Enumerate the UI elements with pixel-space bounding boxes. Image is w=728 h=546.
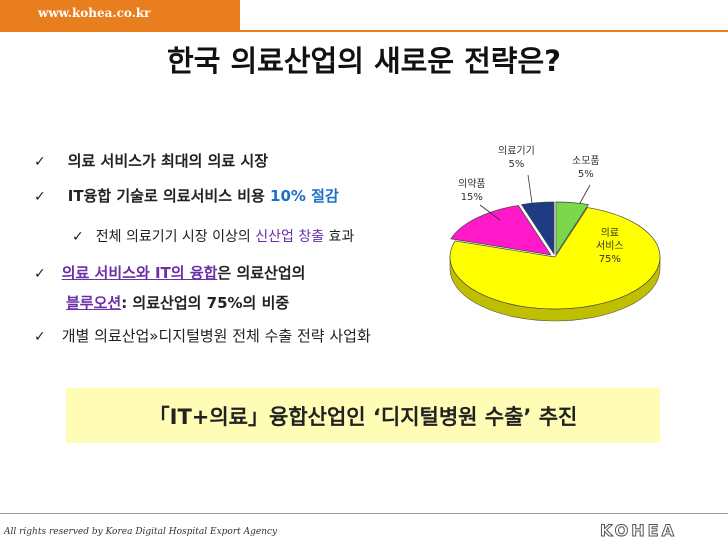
pie-slice-0 (449, 207, 661, 310)
bullet-1-text: 의료 서비스가 최대의 의료 시장 (67, 152, 269, 170)
bullet-3-highlight: 신산업 창출 (255, 229, 325, 245)
bullet-5: ✓ 개별 의료산업»디지털병원 전체 수출 전략 사업화 (34, 325, 371, 346)
bullet-4-post: 은 의료산업의 (217, 264, 306, 282)
label-devices-name: 의료기기 (498, 146, 535, 157)
check-icon: ✓ (34, 189, 46, 205)
label-consumables-pct: 5% (577, 169, 594, 180)
label-service-name: 의료 (600, 228, 619, 239)
label-medicine-pct: 15% (460, 192, 483, 203)
pie-chart: 의료기기 5% 소모품 5% 의약품 15% 의료 서비스 75% (440, 145, 680, 345)
bullet-3: ✓ 전체 의료기기 시장 이상의 신산업 창출 효과 (72, 226, 354, 246)
bullet-1: ✓ 의료 서비스가 최대의 의료 시장 (34, 150, 268, 171)
bullet-3-post: 효과 (324, 229, 355, 245)
label-medicine-name: 의약품 (458, 179, 486, 190)
kohea-logo: KOHEA (600, 521, 677, 541)
label-devices-pct: 5% (508, 159, 525, 170)
label-service-name2: 서비스 (596, 241, 624, 252)
bullet-2-text: IT융합 기술로 의료서비스 비용 10% 절감 (68, 185, 339, 206)
bullet-4-highlight: 의료 서비스와 IT의 융합 (61, 264, 218, 282)
bullet-4b-post: : 의료산업의 75%의 비중 (121, 294, 290, 312)
check-icon: ✓ (72, 229, 84, 245)
bullet-2-pre: IT융합 기술로 의료서비스 비용 (67, 187, 271, 205)
bullet-3-pre: 전체 의료기기 시장 이상의 (95, 229, 256, 245)
bullet-4-continued: 블루오션 : 의료산업의 75%의 비중 (66, 292, 289, 313)
bullet-2: ✓ IT융합 기술로 의료서비스 비용 10% 절감 (34, 185, 339, 206)
label-consumables: 소모품 5% (572, 155, 600, 181)
svg-text:KOHEA: KOHEA (600, 521, 677, 540)
site-url[interactable]: www.kohea.co.kr (38, 6, 151, 20)
footer-copyright: All rights reserved by Korea Digital Hos… (4, 527, 278, 537)
label-medicine: 의약품 15% (458, 178, 486, 204)
footer-divider (0, 513, 728, 514)
label-service: 의료 서비스 75% (596, 227, 624, 266)
label-devices: 의료기기 5% (498, 145, 535, 171)
check-icon: ✓ (34, 154, 46, 170)
header-divider (0, 30, 728, 32)
strategy-banner: 「IT+의료」융합산업인 ‘디지털병원 수출’ 추진 (66, 388, 660, 443)
leader-line-0 (527, 174, 533, 204)
bullet-4b-highlight: 블루오션 (66, 294, 122, 312)
bullet-2-highlight: 10% 절감 (270, 187, 339, 205)
check-icon: ✓ (34, 329, 46, 345)
header-orange-box (0, 0, 240, 30)
check-icon: ✓ (34, 266, 46, 282)
pie-slice-1 (450, 205, 552, 256)
bullet-4-text: 의료 서비스와 IT의 융합은 의료산업의 (62, 262, 306, 283)
bullet-5-text: 개별 의료산업»디지털병원 전체 수출 전략 사업화 (61, 327, 371, 345)
label-service-pct: 75% (598, 254, 621, 265)
header-white-box (240, 0, 728, 30)
pie-slice-2 (521, 201, 555, 256)
pie-slice-3 (555, 201, 589, 256)
bullet-3-text: 전체 의료기기 시장 이상의 신산업 창출 효과 (96, 226, 355, 246)
pie-chart-svg (449, 174, 661, 322)
label-consumables-name: 소모품 (572, 156, 600, 167)
leader-line-1 (579, 184, 591, 204)
slide-title: 한국 의료산업의 새로운 전략은? (167, 44, 561, 78)
bullet-4: ✓ 의료 서비스와 IT의 융합은 의료산업의 (34, 262, 305, 283)
leader-line-2 (479, 204, 501, 221)
